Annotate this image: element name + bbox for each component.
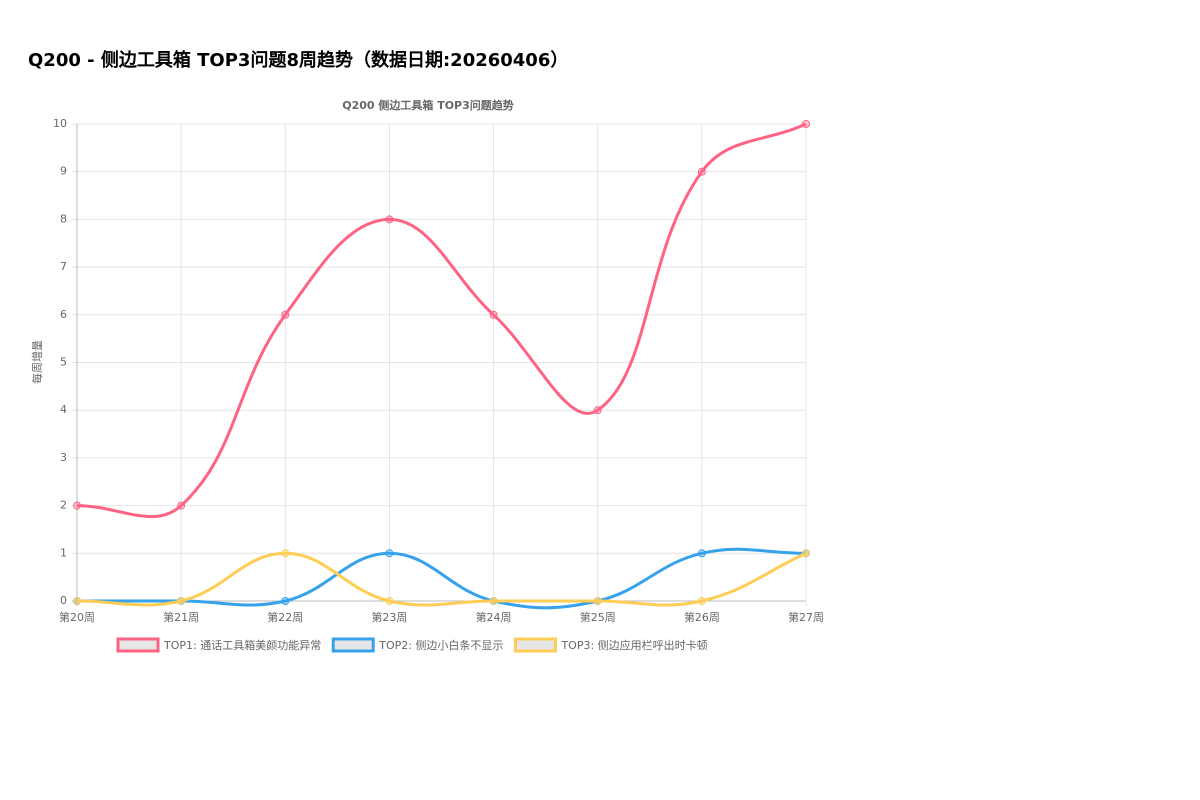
series-line [76,551,807,607]
data-point [593,406,602,415]
data-point [281,549,290,558]
y-tick-label: 7 [60,260,67,273]
y-tick-label: 10 [53,117,67,130]
data-point [802,120,810,128]
legend-label: TOP1: 通话工具箱美颜功能异常 [163,638,321,652]
y-axis-label: 每周增量 [30,340,44,384]
x-tick-label: 第25周 [580,610,616,624]
y-tick-label: 6 [60,308,67,321]
page-title: Q200 - 侧边工具箱 TOP3问题8周趋势（数据日期:20260406） [28,50,569,71]
x-tick-label: 第21周 [163,610,199,624]
data-point [73,597,81,605]
legend-swatch [116,637,160,653]
y-tick-label: 3 [60,451,67,464]
data-point [697,167,706,176]
data-point [802,549,810,558]
data-point [385,215,394,224]
data-point [385,549,394,558]
x-tick-label: 第27周 [788,610,824,624]
y-tick-label: 2 [60,499,67,512]
x-tick-label: 第23周 [371,610,407,624]
series-line [76,122,807,519]
y-tick-label: 5 [60,356,67,369]
data-point [281,310,290,319]
data-point [697,597,706,605]
legend-label: TOP3: 侧边应用栏呼出时卡顿 [560,638,707,652]
chart-title: Q200 侧边工具箱 TOP3问题趋势 [342,98,514,112]
data-point [489,597,498,605]
x-tick-label: 第22周 [267,610,303,624]
y-tick-label: 1 [60,546,67,559]
x-tick-label: 第26周 [684,610,720,624]
data-point [73,501,81,510]
legend-label: TOP2: 侧边小白条不显示 [378,638,503,652]
x-tick-label: 第24周 [476,610,512,624]
data-point [489,310,498,319]
data-point [281,597,290,605]
data-point [177,501,186,510]
data-point [697,549,706,558]
y-tick-label: 0 [60,594,67,607]
y-tick-label: 4 [60,403,67,416]
y-tick-label: 8 [60,212,67,225]
data-point [593,597,602,605]
data-point [177,597,186,605]
legend-swatch [513,637,557,653]
y-tick-label: 9 [60,165,67,178]
series-line [77,547,807,610]
legend-swatch [331,637,375,653]
x-tick-label: 第20周 [59,610,95,624]
data-point [385,597,394,605]
